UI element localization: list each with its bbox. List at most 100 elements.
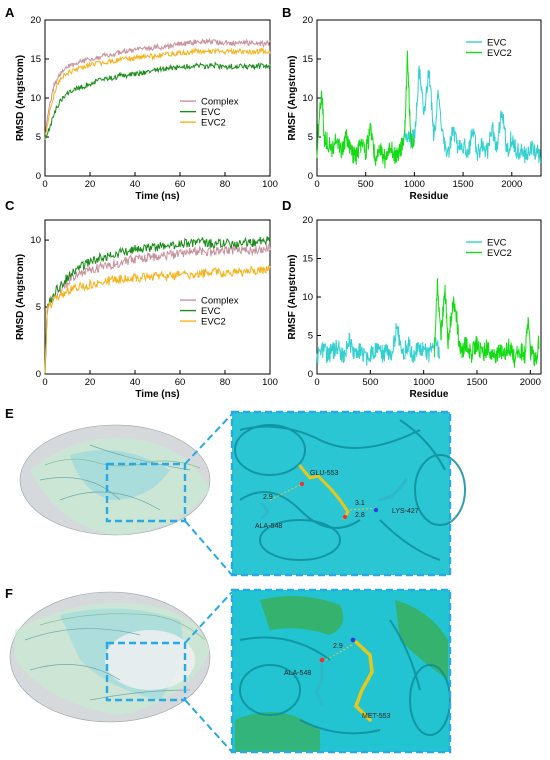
legend-label: Complex: [201, 96, 239, 107]
chart-d-rmsf: 0 500 1000 1500 2000 0 5 10 15 20 Residue RMSF (Ang…: [287, 215, 542, 400]
y-axis-title: RMSF (Angstrom): [287, 56, 298, 141]
x-tick-label: 100: [262, 179, 278, 190]
label-met-553: MET-553: [362, 713, 391, 720]
legend-label: EVC: [487, 237, 507, 248]
x-tick-label: 20: [85, 179, 96, 190]
series-line-evc: [316, 322, 441, 367]
x-tick-label: 500: [358, 179, 374, 190]
y-tick-label: 0: [36, 171, 41, 182]
protein-surface-e: [19, 424, 211, 536]
x-tick-label: 0: [42, 377, 47, 388]
y-tick-label: 10: [302, 292, 313, 303]
y-tick-label: 15: [302, 54, 313, 65]
y-tick-label: 20: [302, 215, 313, 226]
series-line-evc: [404, 65, 542, 164]
y-tick-label: 20: [302, 15, 313, 26]
y-tick-label: 15: [302, 254, 313, 265]
x-tick-label: 0: [314, 377, 319, 388]
legend-label: EVC2: [201, 117, 226, 128]
panel-label-c: C: [5, 198, 15, 213]
zoom-view-f: 2.9 ALA-548 MET-553: [232, 590, 451, 752]
x-tick-label: 40: [130, 377, 141, 388]
panel-label-a: A: [5, 5, 15, 20]
x-tick-label: 0: [314, 179, 319, 190]
label-lys-427: LYS-427: [392, 508, 419, 515]
label-glu-553: GLU-553: [310, 470, 339, 477]
series-line-evc2: [44, 265, 271, 373]
y-axis-title: RMSD (Angstrom): [15, 254, 26, 340]
x-tick-label: 60: [175, 377, 186, 388]
panel-label-f: F: [5, 586, 13, 601]
zoom-box-f: [105, 641, 187, 702]
legend-label: EVC2: [487, 248, 512, 259]
label-dist-29-e: 2.9: [263, 494, 273, 501]
series-line-evc2: [44, 46, 271, 135]
panel-label-d: D: [282, 198, 291, 213]
panel-f-molecular: 2.9 ALA-548 MET-553: [9, 588, 452, 754]
chart-b-rmsf: 0 500 1000 1500 2000 0 5 10 15 20 Residue RMSF (Ang…: [287, 15, 542, 202]
plot-frame: [44, 219, 271, 375]
x-tick-label: 60: [175, 179, 186, 190]
x-tick-label: 20: [85, 377, 96, 388]
x-axis-title: Time (ns): [135, 191, 179, 202]
x-tick-label: 100: [262, 377, 278, 388]
y-tick-label: 0: [308, 369, 313, 380]
label-dist-29-f: 2.9: [333, 643, 343, 650]
y-tick-label: 20: [30, 15, 41, 26]
y-axis-title: RMSF (Angstrom): [287, 255, 298, 340]
x-tick-label: 500: [362, 377, 378, 388]
legend-label: EVC: [201, 306, 221, 317]
legend-label: EVC: [201, 107, 221, 118]
x-tick-label: 1500: [453, 179, 474, 190]
y-tick-label: 10: [302, 93, 313, 104]
zoom-line-e-top: [184, 413, 233, 465]
zoom-frame-f: [230, 588, 452, 754]
legend-label: EVC: [487, 37, 507, 48]
y-tick-label: 5: [36, 132, 41, 143]
y-tick-label: 5: [308, 132, 313, 143]
legend-label: Complex: [201, 295, 239, 306]
y-tick-label: 5: [36, 302, 41, 313]
series-line-evc: [44, 61, 271, 140]
x-tick-label: 0: [42, 179, 47, 190]
x-tick-label: 80: [220, 377, 231, 388]
y-tick-label: 15: [30, 54, 41, 65]
label-dist-31: 3.1: [355, 500, 365, 507]
series-line-complex: [44, 37, 271, 140]
zoom-line-f-top: [184, 591, 233, 644]
y-axis-title: RMSD (Angstrom): [15, 55, 26, 141]
x-axis-title: Residue: [410, 389, 449, 400]
zoom-view-e: GLU-553 ALA-548 LYS-427 2.9 3.1 2.8: [232, 412, 466, 575]
panel-label-b: B: [282, 5, 291, 20]
series-line-complex: [44, 242, 271, 375]
legend-label: EVC2: [487, 48, 512, 59]
y-tick-label: 0: [308, 171, 313, 182]
x-tick-label: 1000: [404, 179, 425, 190]
x-axis-title: Residue: [410, 191, 449, 202]
chart-a-rmsd: 0 20 40 60 80 100 0 5 10 15 20 Time (ns) RMSD (Angst…: [15, 15, 278, 202]
plot-frame: [316, 19, 542, 177]
label-dist-28: 2.8: [355, 512, 365, 519]
x-tick-label: 40: [130, 179, 141, 190]
x-tick-label: 2000: [520, 377, 541, 388]
zoom-frame-e: [230, 410, 452, 577]
series-line-evc: [44, 236, 271, 375]
panel-label-e: E: [5, 406, 14, 421]
panel-e-molecular: GLU-553 ALA-548 LYS-427 2.9 3.1 2.8: [19, 410, 466, 577]
y-tick-label: 5: [308, 331, 313, 342]
y-tick-label: 0: [36, 369, 41, 380]
x-tick-label: 80: [220, 179, 231, 190]
zoom-line-f-bottom: [184, 699, 233, 753]
y-tick-label: 10: [30, 93, 41, 104]
protein-surface-f: [9, 591, 211, 723]
x-axis-title: Time (ns): [135, 389, 179, 400]
label-ala-548-e: ALA-548: [255, 523, 282, 530]
x-tick-label: 2000: [501, 179, 522, 190]
zoom-line-e-bottom: [184, 520, 233, 576]
x-tick-label: 1000: [413, 377, 434, 388]
zoom-box-e: [105, 462, 187, 523]
label-ala-548-f: ALA-548: [284, 670, 311, 677]
series-line-evc2: [433, 278, 540, 368]
series-line-evc2: [316, 50, 415, 169]
